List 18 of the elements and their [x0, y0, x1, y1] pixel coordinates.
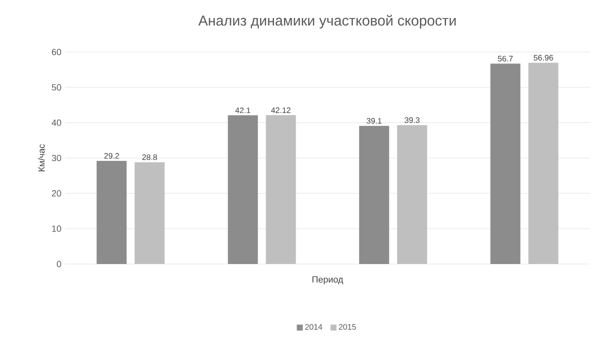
y-tick-label: 50 [52, 84, 62, 91]
bar [397, 125, 428, 264]
bar [228, 115, 258, 264]
x-axis-title: Период [312, 276, 344, 284]
y-tick-label: 20 [52, 190, 62, 197]
y-tick-label: 40 [52, 119, 62, 126]
bar [490, 64, 520, 264]
y-tick-label: 0 [56, 260, 62, 268]
y-tick-label: 30 [52, 154, 62, 162]
bar [134, 162, 165, 264]
y-tick-label: 60 [52, 48, 62, 56]
bar [528, 62, 558, 264]
y-tick-label: 10 [52, 225, 62, 232]
chart-title: Анализ динамики участковой скорости [198, 14, 456, 29]
bar [96, 160, 127, 264]
bar [359, 126, 390, 264]
bar [266, 115, 296, 264]
y-axis-title: Км/час [38, 144, 45, 172]
